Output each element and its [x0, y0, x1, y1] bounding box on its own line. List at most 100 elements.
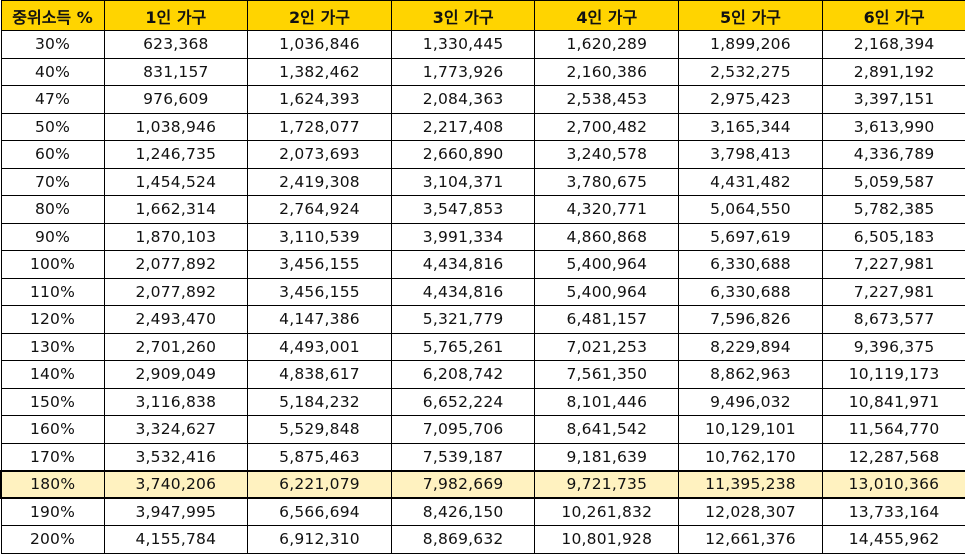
cell-amount-5-person[interactable]: 7,596,826 — [678, 305, 823, 334]
cell-amount-6-person[interactable]: 14,455,962 — [821, 525, 965, 554]
header-5-person[interactable]: 5인 가구 — [678, 0, 823, 31]
cell-amount-1-person[interactable]: 3,947,995 — [103, 497, 249, 526]
cell-amount-4-person[interactable]: 7,561,350 — [534, 360, 680, 389]
cell-amount-1-person[interactable]: 2,909,049 — [103, 360, 249, 389]
cell-amount-2-person[interactable]: 2,419,308 — [247, 167, 392, 196]
cell-amount-6-person[interactable]: 5,059,587 — [821, 167, 965, 196]
cell-amount-3-person[interactable]: 5,765,261 — [390, 332, 536, 361]
cell-amount-5-person[interactable]: 1,899,206 — [678, 30, 823, 59]
cell-amount-2-person[interactable]: 5,529,848 — [247, 415, 392, 444]
cell-amount-5-person[interactable]: 5,064,550 — [678, 195, 823, 224]
cell-amount-3-person[interactable]: 2,660,890 — [390, 140, 536, 169]
header-2-person[interactable]: 2인 가구 — [247, 0, 392, 31]
cell-amount-4-person[interactable]: 4,320,771 — [534, 195, 680, 224]
header-6-person[interactable]: 6인 가구 — [821, 0, 965, 31]
cell-amount-3-person[interactable]: 7,539,187 — [390, 442, 536, 471]
cell-amount-1-person[interactable]: 1,662,314 — [103, 195, 249, 224]
cell-amount-3-person[interactable]: 2,084,363 — [390, 85, 536, 114]
cell-income-pct[interactable]: 80% — [0, 195, 105, 224]
cell-amount-6-person[interactable]: 3,397,151 — [821, 85, 965, 114]
cell-amount-5-person[interactable]: 4,431,482 — [678, 167, 823, 196]
cell-amount-2-person[interactable]: 3,456,155 — [247, 250, 392, 279]
cell-amount-4-person[interactable]: 8,641,542 — [534, 415, 680, 444]
cell-amount-4-person[interactable]: 2,538,453 — [534, 85, 680, 114]
cell-amount-5-person[interactable]: 3,798,413 — [678, 140, 823, 169]
cell-amount-4-person[interactable]: 2,700,482 — [534, 112, 680, 141]
cell-amount-3-person[interactable]: 7,982,669 — [390, 469, 536, 499]
cell-amount-3-person[interactable]: 1,330,445 — [390, 30, 536, 59]
cell-amount-2-person[interactable]: 4,838,617 — [247, 360, 392, 389]
cell-amount-5-person[interactable]: 2,532,275 — [678, 57, 823, 86]
cell-income-pct[interactable]: 30% — [0, 30, 105, 59]
cell-amount-5-person[interactable]: 10,129,101 — [678, 415, 823, 444]
cell-income-pct[interactable]: 190% — [0, 497, 105, 526]
cell-amount-1-person[interactable]: 3,740,206 — [103, 469, 249, 499]
cell-amount-5-person[interactable]: 8,862,963 — [678, 360, 823, 389]
cell-amount-2-person[interactable]: 6,221,079 — [247, 469, 392, 499]
cell-amount-3-person[interactable]: 7,095,706 — [390, 415, 536, 444]
cell-amount-2-person[interactable]: 6,912,310 — [247, 525, 392, 554]
cell-amount-6-person[interactable]: 10,119,173 — [821, 360, 965, 389]
header-3-person[interactable]: 3인 가구 — [390, 0, 536, 31]
cell-amount-5-person[interactable]: 11,395,238 — [678, 469, 823, 499]
cell-amount-1-person[interactable]: 2,077,892 — [103, 277, 249, 306]
cell-amount-1-person[interactable]: 623,368 — [103, 30, 249, 59]
cell-amount-3-person[interactable]: 1,773,926 — [390, 57, 536, 86]
cell-income-pct[interactable]: 140% — [0, 360, 105, 389]
cell-amount-2-person[interactable]: 1,036,846 — [247, 30, 392, 59]
cell-income-pct[interactable]: 90% — [0, 222, 105, 251]
cell-amount-5-person[interactable]: 9,496,032 — [678, 387, 823, 416]
cell-amount-2-person[interactable]: 1,728,077 — [247, 112, 392, 141]
cell-income-pct[interactable]: 160% — [0, 415, 105, 444]
cell-amount-3-person[interactable]: 3,547,853 — [390, 195, 536, 224]
header-median-income-pct[interactable]: 중위소득 % — [0, 0, 105, 31]
cell-amount-4-person[interactable]: 5,400,964 — [534, 277, 680, 306]
cell-amount-1-person[interactable]: 3,116,838 — [103, 387, 249, 416]
cell-amount-5-person[interactable]: 2,975,423 — [678, 85, 823, 114]
cell-amount-5-person[interactable]: 10,762,170 — [678, 442, 823, 471]
cell-amount-4-person[interactable]: 10,261,832 — [534, 497, 680, 526]
cell-amount-4-person[interactable]: 7,021,253 — [534, 332, 680, 361]
cell-amount-6-person[interactable]: 11,564,770 — [821, 415, 965, 444]
cell-amount-2-person[interactable]: 2,073,693 — [247, 140, 392, 169]
cell-amount-1-person[interactable]: 2,077,892 — [103, 250, 249, 279]
cell-amount-1-person[interactable]: 976,609 — [103, 85, 249, 114]
cell-amount-4-person[interactable]: 5,400,964 — [534, 250, 680, 279]
cell-amount-3-person[interactable]: 4,434,816 — [390, 277, 536, 306]
cell-amount-2-person[interactable]: 2,764,924 — [247, 195, 392, 224]
cell-amount-4-person[interactable]: 6,481,157 — [534, 305, 680, 334]
cell-amount-1-person[interactable]: 3,324,627 — [103, 415, 249, 444]
cell-amount-4-person[interactable]: 8,101,446 — [534, 387, 680, 416]
cell-amount-3-person[interactable]: 8,869,632 — [390, 525, 536, 554]
cell-income-pct[interactable]: 47% — [0, 85, 105, 114]
header-4-person[interactable]: 4인 가구 — [534, 0, 680, 31]
cell-amount-6-person[interactable]: 12,287,568 — [821, 442, 965, 471]
cell-amount-1-person[interactable]: 2,701,260 — [103, 332, 249, 361]
cell-amount-3-person[interactable]: 8,426,150 — [390, 497, 536, 526]
cell-amount-1-person[interactable]: 831,157 — [103, 57, 249, 86]
cell-amount-1-person[interactable]: 3,532,416 — [103, 442, 249, 471]
cell-amount-3-person[interactable]: 6,652,224 — [390, 387, 536, 416]
cell-income-pct[interactable]: 50% — [0, 112, 105, 141]
cell-amount-5-person[interactable]: 12,661,376 — [678, 525, 823, 554]
cell-amount-6-person[interactable]: 13,733,164 — [821, 497, 965, 526]
cell-amount-5-person[interactable]: 6,330,688 — [678, 277, 823, 306]
cell-income-pct[interactable]: 150% — [0, 387, 105, 416]
cell-amount-6-person[interactable]: 2,891,192 — [821, 57, 965, 86]
cell-amount-4-person[interactable]: 9,721,735 — [534, 469, 680, 499]
cell-amount-5-person[interactable]: 5,697,619 — [678, 222, 823, 251]
cell-amount-6-person[interactable]: 8,673,577 — [821, 305, 965, 334]
cell-amount-4-person[interactable]: 10,801,928 — [534, 525, 680, 554]
cell-income-pct[interactable]: 70% — [0, 167, 105, 196]
cell-amount-6-person[interactable]: 10,841,971 — [821, 387, 965, 416]
cell-amount-2-person[interactable]: 1,382,462 — [247, 57, 392, 86]
cell-amount-2-person[interactable]: 5,875,463 — [247, 442, 392, 471]
cell-amount-6-person[interactable]: 3,613,990 — [821, 112, 965, 141]
cell-income-pct[interactable]: 40% — [0, 57, 105, 86]
cell-income-pct[interactable]: 100% — [0, 250, 105, 279]
cell-amount-2-person[interactable]: 6,566,694 — [247, 497, 392, 526]
cell-amount-3-person[interactable]: 3,104,371 — [390, 167, 536, 196]
cell-amount-2-person[interactable]: 4,493,001 — [247, 332, 392, 361]
cell-income-pct[interactable]: 120% — [0, 305, 105, 334]
cell-amount-3-person[interactable]: 6,208,742 — [390, 360, 536, 389]
